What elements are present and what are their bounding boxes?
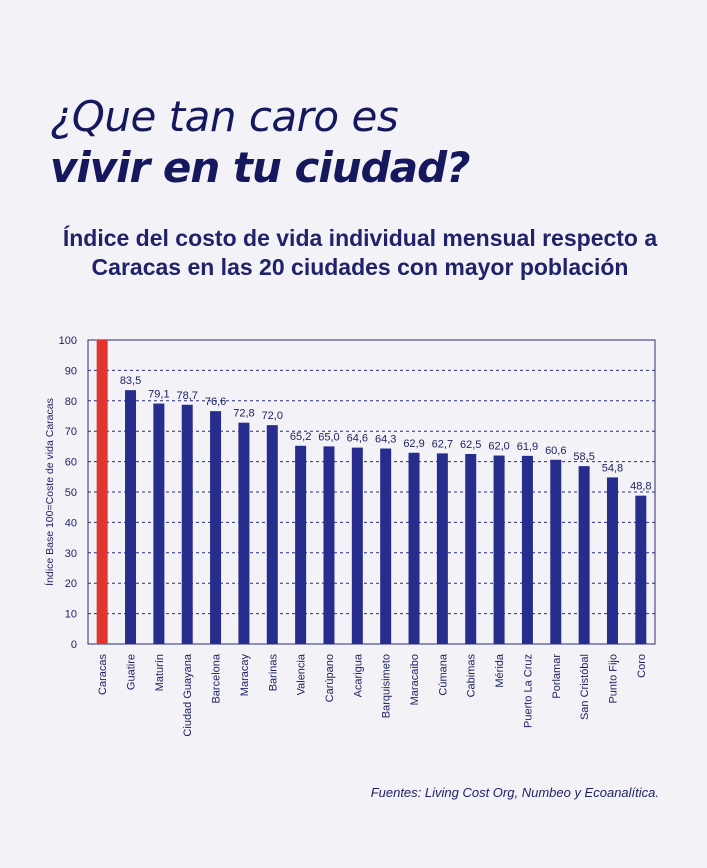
data-label: 62,7 — [432, 438, 453, 450]
bar-puerto-la-cruz — [521, 455, 533, 644]
bar-maracay — [238, 422, 250, 644]
source-note: Fuentes: Living Cost Org, Numbeo y Ecoan… — [370, 785, 659, 800]
x-tick-label: Porlamar — [551, 654, 563, 699]
bar-valencia — [295, 445, 307, 644]
data-label: 65,2 — [290, 431, 311, 443]
bar-san-cristóbal — [578, 466, 590, 644]
bar-carúpano — [323, 446, 335, 644]
y-tick-label: 40 — [65, 517, 77, 529]
x-tick-label: San Cristóbal — [579, 654, 591, 720]
chart-title: Índice del costo de vida individual mens… — [62, 225, 658, 280]
x-tick-label: Cabimas — [466, 654, 478, 698]
x-tick-label: Maturín — [154, 654, 166, 691]
data-label: 79,1 — [148, 389, 169, 401]
y-tick-label: 20 — [65, 578, 77, 590]
bar-cúmana — [436, 453, 448, 644]
x-tick-label: Carúpano — [324, 654, 336, 702]
x-tick-label: Cúmana — [437, 653, 449, 695]
y-tick-label: 10 — [65, 609, 77, 621]
x-tick-label: Caracas — [97, 654, 109, 695]
data-label: 76,6 — [205, 396, 226, 408]
bar-coro — [635, 495, 647, 644]
bar-punto-fijo — [606, 477, 618, 644]
bar-mérida — [493, 455, 505, 644]
y-tick-label: 90 — [65, 365, 77, 377]
bar-ciudad-guayana — [181, 404, 193, 644]
x-tick-label: Mérida — [494, 653, 506, 688]
bar-barcelona — [210, 411, 222, 644]
x-tick-label: Acarigua — [352, 653, 364, 697]
y-tick-label: 60 — [65, 457, 77, 469]
bar-maracaibo — [408, 452, 420, 644]
x-tick-label: Ciudad Guayana — [182, 653, 194, 736]
bar-maturín — [153, 403, 165, 644]
y-axis-title: Índice Base 100=Coste de vida Caracas — [43, 398, 56, 586]
data-label: 65,0 — [318, 431, 339, 443]
bar-barinas — [266, 425, 278, 644]
data-label: 72,0 — [262, 410, 283, 422]
headline-line-1: ¿Que tan caro es — [50, 92, 399, 141]
x-tick-label: Barquisimeto — [381, 654, 393, 718]
data-label: 54,8 — [602, 462, 623, 474]
headline: ¿Que tan caro es vivir en tu ciudad? — [50, 92, 471, 194]
data-label: 62,5 — [460, 439, 481, 451]
y-tick-label: 100 — [59, 335, 77, 347]
data-label: 62,0 — [488, 441, 509, 453]
headline-line-2: vivir en tu ciudad? — [50, 143, 471, 192]
x-tick-label: Puerto La Cruz — [522, 654, 534, 728]
x-tick-label: Barcelona — [211, 653, 223, 703]
x-tick-label: Barinas — [267, 654, 279, 692]
y-tick-label: 70 — [65, 426, 77, 438]
data-label: 83,5 — [120, 375, 141, 387]
data-label: 48,8 — [630, 481, 651, 493]
bar-guatire — [125, 390, 137, 644]
y-tick-label: 50 — [65, 487, 77, 499]
bar-barquisimeto — [380, 448, 392, 644]
data-label: 61,9 — [517, 441, 538, 453]
bar-porlamar — [550, 459, 562, 644]
x-tick-label: Valencia — [296, 653, 308, 695]
x-tick-label: Maracay — [239, 654, 251, 697]
data-label: 62,9 — [403, 438, 424, 450]
data-label: 58,5 — [573, 451, 594, 463]
bar-acarigua — [351, 447, 363, 644]
data-label: 60,6 — [545, 445, 566, 457]
x-tick-label: Guatire — [126, 654, 138, 690]
bar-cabimas — [465, 454, 477, 644]
data-label: 72,8 — [233, 408, 254, 420]
y-tick-label: 80 — [65, 396, 77, 408]
data-label: 78,7 — [177, 390, 198, 402]
data-label: 64,6 — [347, 433, 368, 445]
bar-caracas — [96, 340, 108, 644]
x-tick-label: Maracaibo — [409, 654, 421, 705]
data-label: 64,3 — [375, 434, 396, 446]
y-tick-label: 30 — [65, 548, 77, 560]
y-tick-label: 0 — [71, 639, 77, 651]
x-tick-label: Punto Fijo — [607, 654, 619, 704]
x-tick-label: Coro — [636, 654, 648, 678]
